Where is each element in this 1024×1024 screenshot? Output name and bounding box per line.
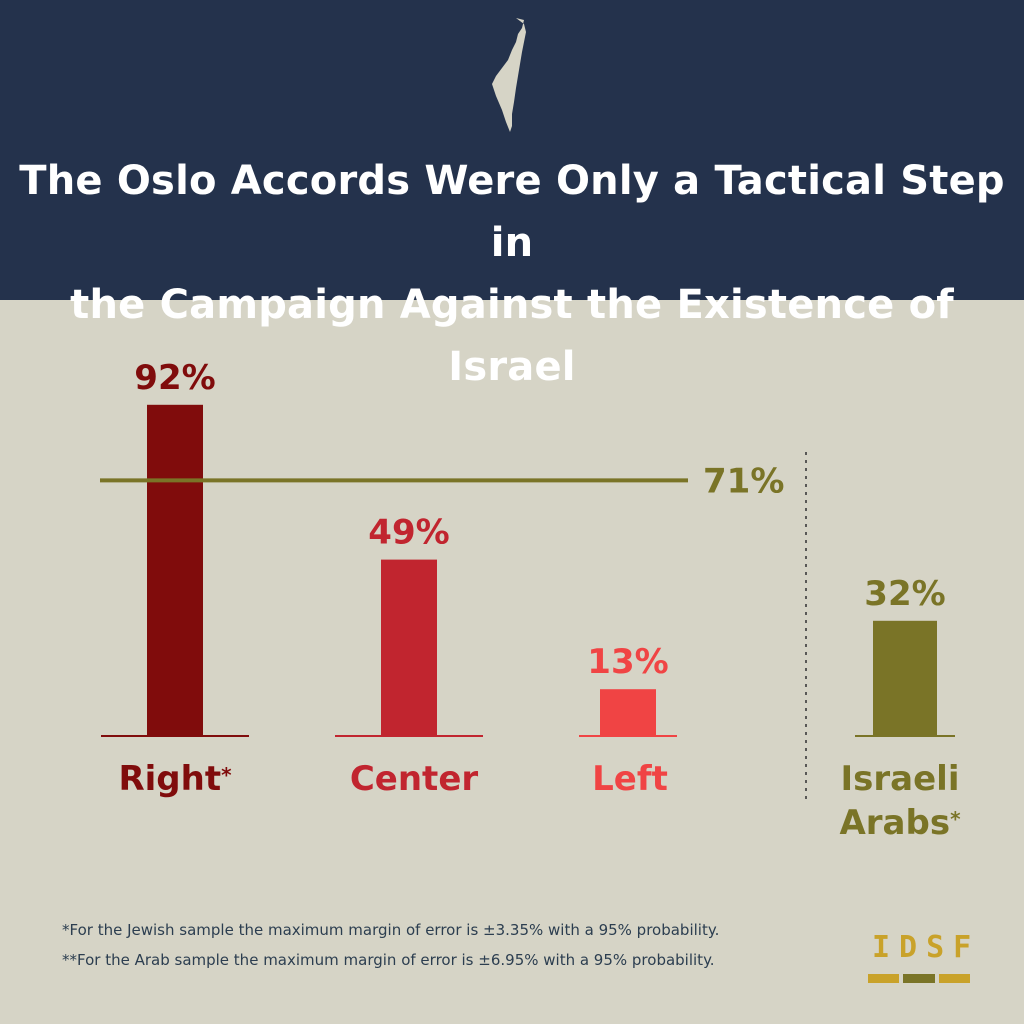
data-label: 32% <box>864 574 945 614</box>
israel-map-icon <box>492 18 526 132</box>
category-label-left: Left <box>550 757 710 801</box>
footnotes: *For the Jewish sample the maximum margi… <box>62 915 822 975</box>
category-text: Left <box>592 759 668 799</box>
category-label-right: Right* <box>95 757 255 801</box>
logo-stripe <box>903 974 935 983</box>
title-line-1: The Oslo Accords Were Only a Tactical St… <box>19 158 1005 266</box>
category-label-center: Center <box>334 757 494 801</box>
category-text: Center <box>349 759 479 799</box>
footnote-star: * <box>221 763 232 787</box>
footnote-star: * <box>950 807 961 831</box>
chart-title: The Oslo Accords Were Only a Tactical St… <box>0 150 1024 398</box>
bar-center <box>381 559 437 736</box>
header: The Oslo Accords Were Only a Tactical St… <box>0 0 1024 390</box>
data-label: 13% <box>587 642 668 682</box>
category-text: Israeli Arabs <box>839 759 960 843</box>
logo-text: IDSF <box>872 930 981 965</box>
data-label: 92% <box>134 358 215 398</box>
footnote-jewish-sample: *For the Jewish sample the maximum margi… <box>62 921 720 939</box>
bar-left <box>600 689 656 736</box>
bar-chart: 92% 49% 13% 32% 71% <box>100 358 955 802</box>
data-label: 49% <box>368 513 449 553</box>
category-text: Right <box>118 759 222 799</box>
footnote-arab-sample: **For the Arab sample the maximum margin… <box>62 951 715 969</box>
reference-line-label: 71% <box>703 461 784 501</box>
idsf-logo: IDSF <box>866 930 972 986</box>
title-line-2: the Campaign Against the Existence of Is… <box>70 282 954 390</box>
logo-stripes <box>868 974 970 983</box>
logo-stripe <box>938 974 970 983</box>
bar-right <box>147 404 203 736</box>
bar-israeli-arabs <box>873 620 937 736</box>
logo-stripe <box>868 974 900 983</box>
category-label-israeli-arabs: Israeli Arabs* <box>810 757 990 845</box>
